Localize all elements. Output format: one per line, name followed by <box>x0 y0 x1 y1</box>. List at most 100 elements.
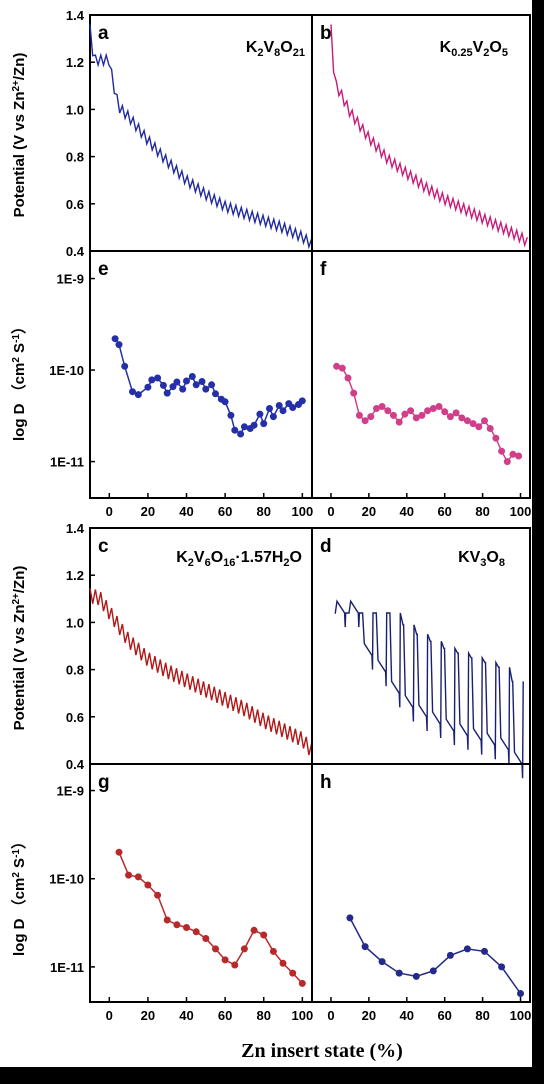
data-point-g <box>154 891 162 899</box>
x-tick-label-f: 60 <box>437 504 451 519</box>
ylabel-logd-mid-2: S <box>11 858 28 872</box>
series-line-d <box>334 599 524 779</box>
y-tick-label-c: 0.8 <box>66 663 84 678</box>
title-part-c-4: O <box>211 549 223 566</box>
data-point-f <box>373 405 380 412</box>
panel-letter-h: h <box>320 772 332 793</box>
x-tick-label-f: 0 <box>327 504 334 519</box>
data-point-f <box>486 425 494 432</box>
title-part-a-1: 2 <box>257 47 263 59</box>
data-point-g <box>279 959 287 967</box>
panel-title-b: K0.25V2O5 <box>440 39 508 59</box>
panel-title-c: K2V6O16·1.57H2O <box>176 549 302 569</box>
data-point-h <box>412 972 420 980</box>
data-point-h <box>463 945 471 953</box>
data-point-e <box>134 391 142 399</box>
y-tick-label-c: 0.4 <box>66 757 85 772</box>
data-point-f <box>463 417 471 425</box>
ylabel-logd-text-2: log D （cm <box>10 878 28 956</box>
data-point-h <box>498 963 506 971</box>
panel-letter-a: a <box>98 23 109 44</box>
x-tick-label-h: 60 <box>437 1008 451 1023</box>
data-point-f <box>355 411 363 419</box>
title-part-b-4: O <box>489 39 501 56</box>
data-point-e <box>163 389 171 397</box>
title-part-d-0: KV <box>458 549 481 566</box>
ylabel-logd-bottom: log D （cm2 S-1） <box>10 834 28 956</box>
edge-bar-bottom <box>0 1067 544 1079</box>
ylabel-logd-sup2-2: -1 <box>11 849 22 858</box>
y-tick-label-e: 1E-10 <box>49 363 84 378</box>
data-point-f <box>515 452 523 460</box>
data-point-f <box>407 407 415 415</box>
title-part-c-2: V <box>194 549 205 566</box>
data-point-g <box>231 961 239 969</box>
x-tick-label-g: 40 <box>179 1008 193 1023</box>
data-point-e <box>208 381 216 389</box>
data-point-h <box>446 951 454 959</box>
x-tick-label-e: 60 <box>218 504 232 519</box>
data-point-e <box>129 388 136 396</box>
data-point-e <box>198 378 206 385</box>
ylabel-potential-text-2: Potential (V vs Zn <box>11 605 28 731</box>
data-point-f <box>367 413 375 421</box>
data-point-f <box>412 414 420 422</box>
data-point-e <box>275 402 283 409</box>
y-tick-label-g: 1E-11 <box>50 960 84 975</box>
y-tick-label-a: 0.4 <box>66 244 85 259</box>
data-point-g <box>221 956 229 964</box>
data-point-e <box>183 377 190 385</box>
ylabel-potential-sup-2: 2+ <box>11 593 22 605</box>
panel-letter-e: e <box>98 259 109 280</box>
data-point-f <box>333 362 341 370</box>
title-part-b-2: V <box>473 39 484 56</box>
panel-letter-g: g <box>98 772 110 793</box>
title-part-c-8: O <box>290 549 302 566</box>
y-tick-label-c: 1.4 <box>66 521 85 536</box>
data-point-e <box>256 410 264 418</box>
data-point-f <box>350 389 358 397</box>
data-point-f <box>435 403 443 410</box>
panel-a: a K2V8O21 0.4 0.6 0.8 1.0 1.2 1.4 <box>66 8 313 259</box>
data-point-e <box>269 413 277 421</box>
data-point-h <box>517 990 524 997</box>
data-point-f <box>498 447 506 455</box>
data-point-g <box>163 916 171 924</box>
data-point-e <box>202 385 210 393</box>
ylabel-logd-sup2: -1 <box>11 334 22 343</box>
data-point-e <box>266 405 273 412</box>
data-point-e <box>144 383 152 391</box>
ylabel-potential-sup: 2+ <box>11 80 22 92</box>
x-tick-label-e: 40 <box>179 504 193 519</box>
x-tick-label-f: 100 <box>510 504 532 519</box>
panels: aK2V8O210.40.60.81.01.21.4bK0.25V2O5e1E-… <box>49 8 531 1023</box>
title-part-c-5: 16 <box>223 557 235 569</box>
data-point-g <box>289 969 297 977</box>
panel-letter-b: b <box>320 23 332 44</box>
ylabel-potential-end-2: /Zn) <box>11 566 28 594</box>
data-point-f <box>390 411 397 419</box>
x-tick-label-g: 20 <box>141 1008 155 1023</box>
data-point-e <box>237 430 245 438</box>
edge-bar-right <box>532 0 544 1079</box>
y-tick-label-c: 1.0 <box>66 615 84 630</box>
data-point-e <box>169 383 177 391</box>
data-point-g <box>202 935 210 942</box>
ylabel-potential-top: Potential (V vs Zn2+/Zn) <box>11 53 29 218</box>
data-point-e <box>159 381 167 389</box>
data-point-h <box>395 969 403 977</box>
data-point-e <box>115 341 123 349</box>
x-tick-label-e: 80 <box>257 504 271 519</box>
data-point-g <box>250 926 258 934</box>
data-point-e <box>154 374 162 382</box>
data-point-g <box>269 947 277 955</box>
data-point-g <box>298 979 306 987</box>
data-point-e <box>221 398 229 406</box>
x-tick-label-g: 100 <box>291 1008 313 1023</box>
data-point-f <box>441 408 449 416</box>
title-part-a-4: O <box>280 39 292 56</box>
data-point-e <box>227 411 235 419</box>
data-point-e <box>250 421 258 429</box>
